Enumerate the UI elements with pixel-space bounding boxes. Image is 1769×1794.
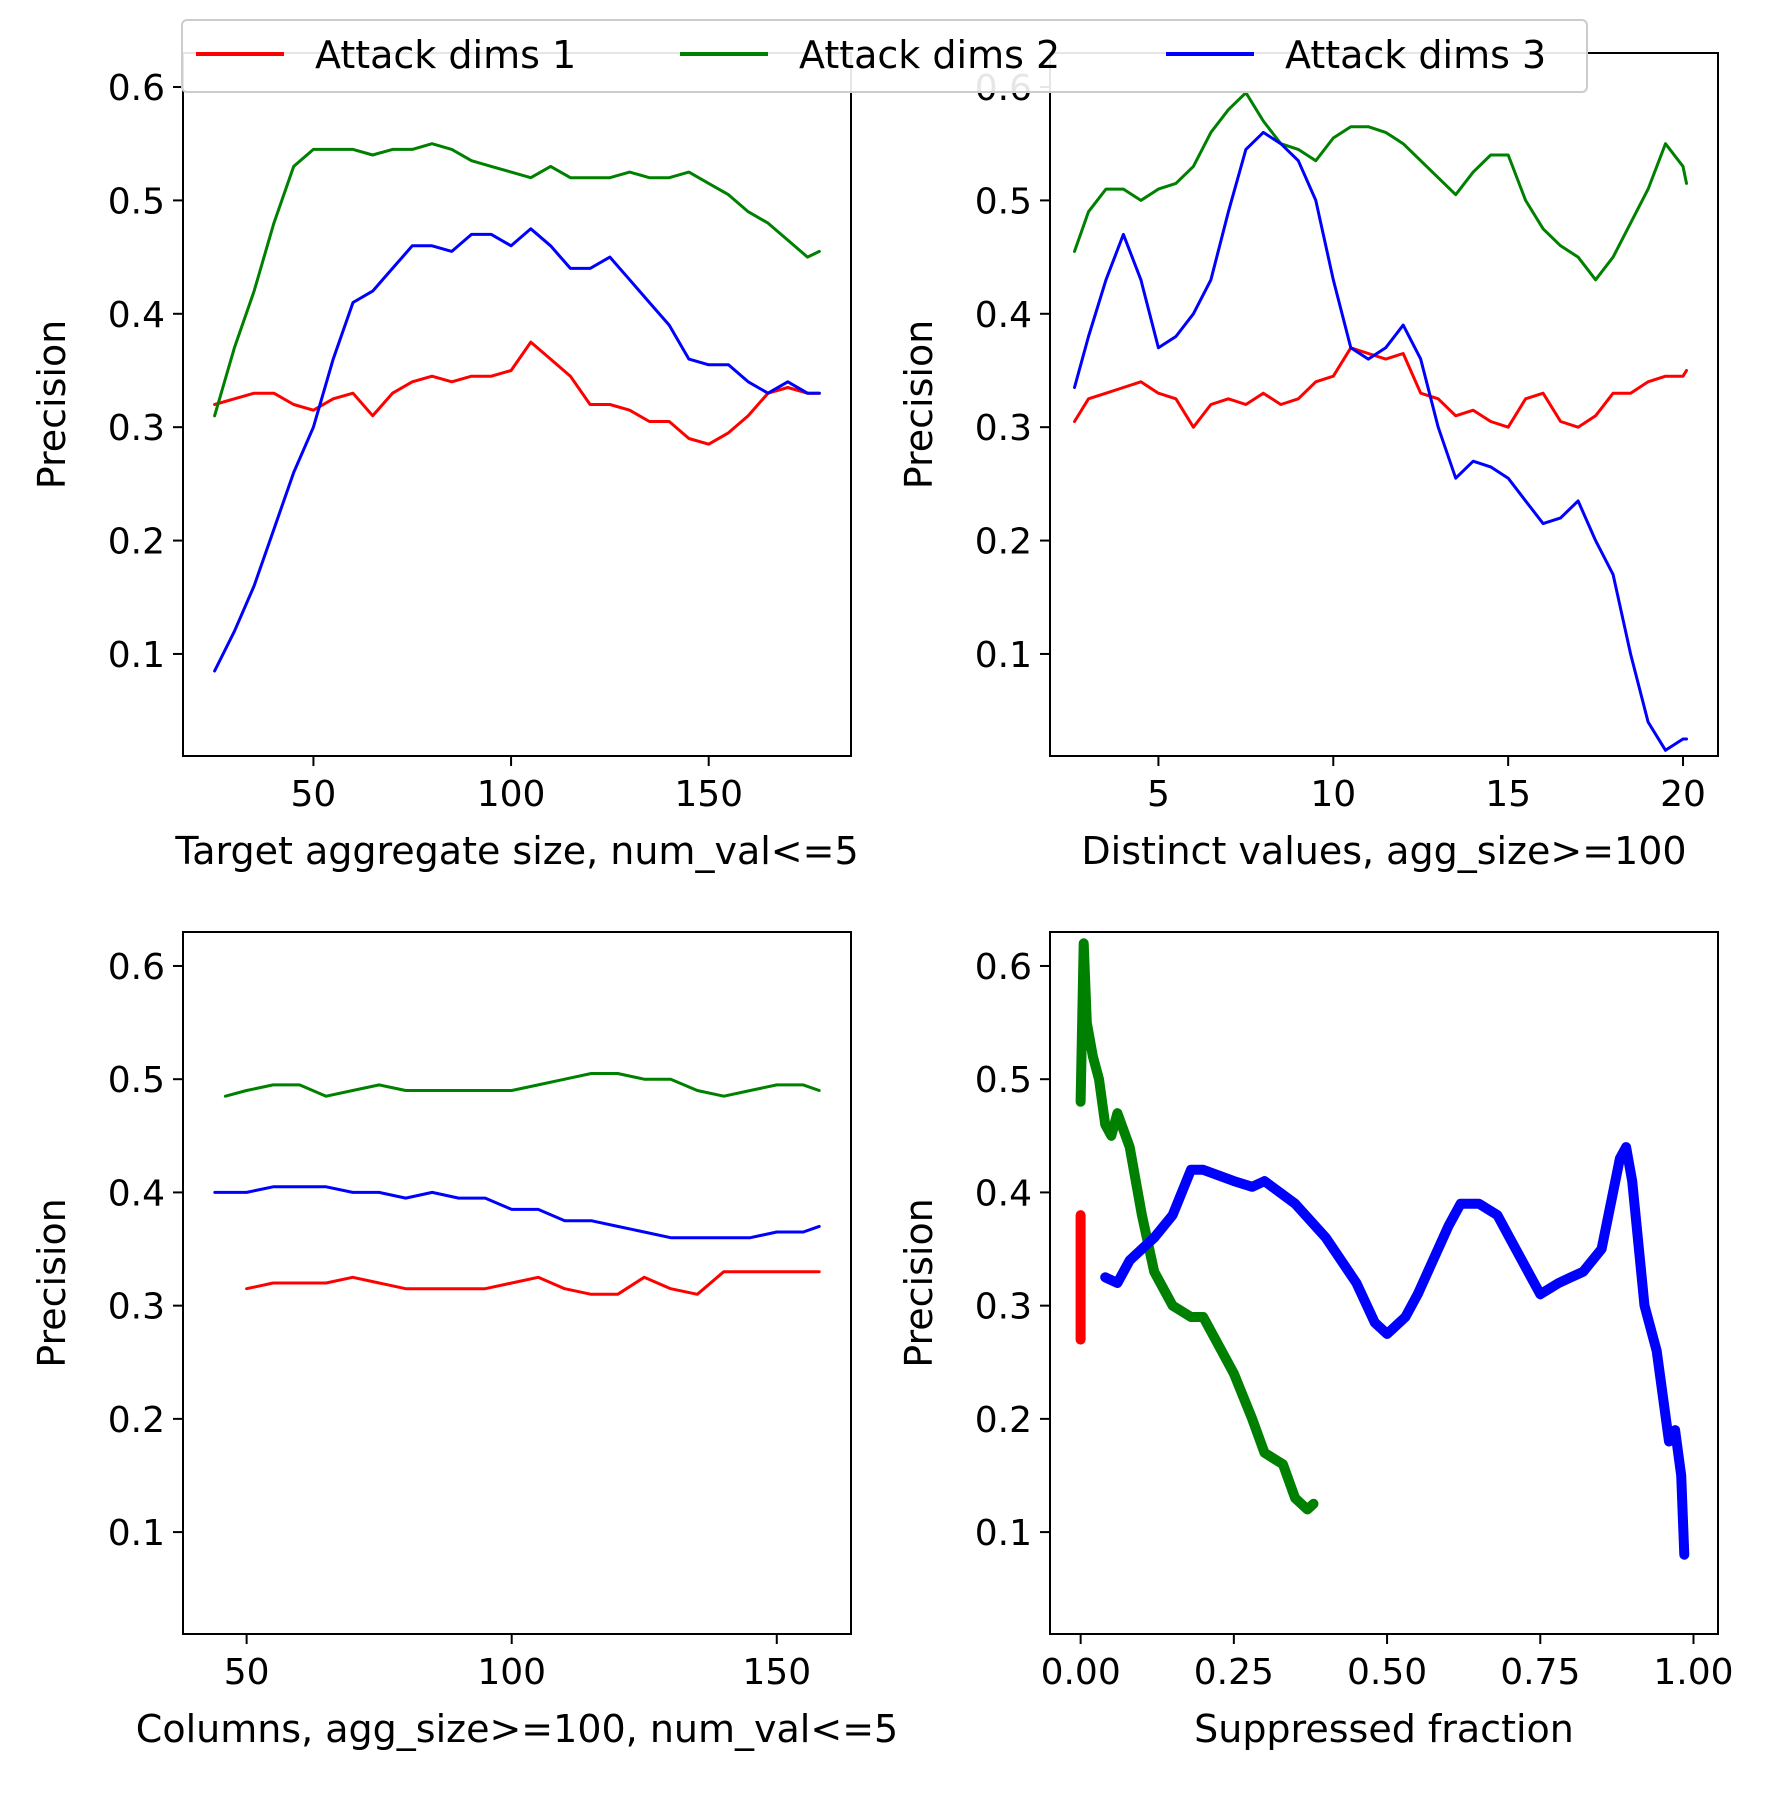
- y-tick-label: 0.1: [108, 1513, 165, 1554]
- y-tick-label: 0.4: [975, 295, 1032, 336]
- axes-frame: [1049, 931, 1719, 1635]
- series-group: [1075, 938, 1690, 1560]
- legend-entry-3: Attack dims 3: [1166, 33, 1546, 77]
- x-tick-label: 20: [1660, 774, 1706, 815]
- y-tick-label: 0.1: [975, 1513, 1032, 1554]
- series-line-1: [213, 340, 821, 446]
- series-line-3: [213, 1185, 821, 1240]
- x-tick-label: 100: [477, 774, 546, 815]
- legend-entry-2: Attack dims 2: [680, 33, 1060, 77]
- x-tick-label: 0.50: [1347, 1652, 1427, 1693]
- x-tick-label: 150: [674, 774, 743, 815]
- x-tick-label: 0.25: [1194, 1652, 1274, 1693]
- y-tick-label: 0.2: [108, 1400, 165, 1441]
- series-line-1: [1073, 346, 1688, 429]
- y-axis-label: Precision: [897, 1198, 941, 1368]
- series-group: [213, 142, 821, 673]
- y-tick-label: 0.1: [108, 635, 165, 676]
- y-tick-label: 0.3: [975, 408, 1032, 449]
- x-axis-label: Target aggregate size, num_val<=5: [174, 829, 858, 873]
- series-line-2: [223, 1072, 821, 1098]
- legend-entry-1: Attack dims 1: [196, 33, 576, 77]
- x-axis-label: Suppressed fraction: [1194, 1707, 1574, 1751]
- y-axis-label: Precision: [30, 1198, 74, 1368]
- legend-box: [181, 19, 1588, 93]
- y-tick-label: 0.5: [108, 1060, 165, 1101]
- x-tick-label: 100: [477, 1652, 546, 1693]
- y-tick-label: 0.3: [108, 408, 165, 449]
- y-tick-label: 0.3: [108, 1287, 165, 1328]
- series-group: [1073, 91, 1688, 752]
- series-line-3: [1073, 130, 1688, 752]
- y-tick-label: 0.5: [108, 181, 165, 222]
- series-line-2: [213, 142, 821, 418]
- x-tick-label: 50: [224, 1652, 270, 1693]
- series-line-3: [213, 227, 821, 673]
- x-tick-label: 15: [1485, 774, 1531, 815]
- y-tick-label: 0.5: [975, 181, 1032, 222]
- x-tick-label: 0.75: [1500, 1652, 1580, 1693]
- x-tick-label: 10: [1310, 774, 1356, 815]
- series-line-1: [245, 1270, 821, 1296]
- legend-label: Attack dims 3: [1285, 33, 1546, 77]
- y-tick-label: 0.4: [108, 1173, 165, 1214]
- x-tick-label: 5: [1147, 774, 1170, 815]
- y-tick-label: 0.5: [975, 1060, 1032, 1101]
- x-tick-label: 50: [291, 774, 337, 815]
- y-tick-label: 0.6: [975, 947, 1032, 988]
- subplot-3: 50 100 150 0.1 0.2 0.3 0.4 0.5 0.6 Columns, agg_s…: [30, 931, 898, 1751]
- series-line-2: [1075, 938, 1319, 1515]
- legend-label: Attack dims 2: [799, 33, 1060, 77]
- y-tick-label: 0.6: [108, 68, 165, 109]
- x-tick-label: 150: [742, 1652, 811, 1693]
- y-tick-label: 0.3: [975, 1287, 1032, 1328]
- x-tick-label: 1.00: [1653, 1652, 1733, 1693]
- y-tick-label: 0.4: [108, 295, 165, 336]
- subplot-1: 50 100 150 0.1 0.2 0.3 0.4 0.5 0.6 Target aggrega…: [30, 52, 859, 873]
- y-tick-label: 0.6: [108, 947, 165, 988]
- y-axis-label: Precision: [897, 320, 941, 490]
- series-line-2: [1073, 91, 1688, 282]
- y-tick-label: 0.2: [975, 522, 1032, 563]
- x-axis-label: Columns, agg_size>=100, num_val<=5: [136, 1707, 898, 1751]
- series-group: [213, 1072, 821, 1296]
- y-tick-label: 0.2: [975, 1400, 1032, 1441]
- legend-label: Attack dims 1: [315, 33, 576, 77]
- y-tick-label: 0.1: [975, 635, 1032, 676]
- subplot-4: 0.00 0.25 0.50 0.75 1.00 0.1 0.2 0.3 0.4 0.5 0.6 Su…: [897, 931, 1734, 1751]
- y-axis-label: Precision: [30, 320, 74, 490]
- axes-frame: [182, 931, 852, 1635]
- subplots: 50 100 150 0.1 0.2 0.3 0.4 0.5 0.6 Target aggrega…: [30, 52, 1734, 1751]
- series-line-3: [1100, 1142, 1690, 1560]
- x-tick-label: 0.00: [1041, 1652, 1121, 1693]
- x-axis-label: Distinct values, agg_size>=100: [1081, 829, 1686, 873]
- legend: Attack dims 1 Attack dims 2 Attack dims …: [181, 19, 1588, 93]
- y-tick-label: 0.4: [975, 1173, 1032, 1214]
- y-tick-label: 0.2: [108, 522, 165, 563]
